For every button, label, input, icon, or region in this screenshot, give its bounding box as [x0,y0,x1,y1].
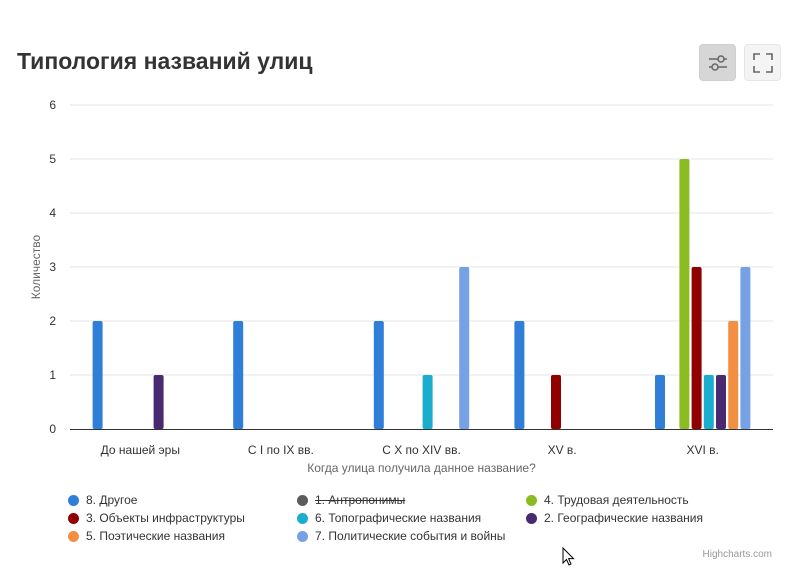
x-tick-label: XVI в. [687,443,719,457]
fullscreen-icon [753,53,773,73]
y-axis-title: Количество [29,234,43,299]
bar[interactable] [422,375,433,429]
sliders-icon [709,55,727,71]
y-tick-label: 3 [49,260,56,274]
y-tick-label: 1 [49,368,56,382]
x-tick-label: До нашей эры [101,443,180,457]
y-tick-label: 2 [49,314,56,328]
bar[interactable] [373,321,384,429]
legend-label: 6. Топографические названия [315,511,482,525]
filter-button[interactable] [699,44,736,81]
legend-marker [526,495,537,506]
legend-marker [68,531,79,542]
page-title: Типология названий улиц [17,48,313,74]
bar[interactable] [92,321,103,429]
y-tick-label: 5 [49,152,56,166]
legend-marker [68,495,79,506]
legend-marker [68,513,79,524]
x-tick-label: С I по IX вв. [248,443,314,457]
y-tick-label: 4 [49,206,56,220]
legend-label: 8. Другое [86,493,138,507]
y-tick-label: 6 [49,98,56,112]
bar[interactable] [459,267,470,429]
fullscreen-button[interactable] [744,44,781,81]
bar[interactable] [514,321,525,429]
bar[interactable] [679,159,690,429]
grid-lines [70,104,773,376]
legend-label: 4. Трудовая деятельность [544,493,689,507]
bar[interactable] [716,375,726,429]
bar[interactable] [703,375,714,429]
bar[interactable] [691,267,702,429]
legend-marker [297,495,308,506]
x-axis-title: Когда улица получила данное название? [307,461,536,475]
legend-marker [297,513,308,524]
axes: 0 1 2 3 4 5 6 Количество Когда улица получила да… [29,98,773,475]
bar[interactable] [655,375,665,429]
bar[interactable] [153,375,164,429]
y-tick-label: 0 [49,422,56,436]
legend-label: 3. Объекты инфраструктуры [86,511,245,525]
bars [92,159,751,429]
legend-marker [526,513,537,524]
legend-marker [297,531,308,542]
legend-label: 5. Поэтические названия [86,529,225,543]
bar[interactable] [233,321,244,429]
mouse-cursor-icon [562,547,575,566]
x-tick-label: С X по XIV вв. [382,443,461,457]
legend-label: 1. Антропонимы [315,493,406,507]
bar[interactable] [551,375,561,429]
credits-link[interactable]: Highcharts.com [702,549,772,560]
bar[interactable] [728,321,739,429]
legend-label: 2. Географические названия [544,511,703,525]
legend-label: 7. Политические события и войны [315,529,506,543]
bar[interactable] [740,267,751,429]
x-tick-label: XV в. [548,443,577,457]
